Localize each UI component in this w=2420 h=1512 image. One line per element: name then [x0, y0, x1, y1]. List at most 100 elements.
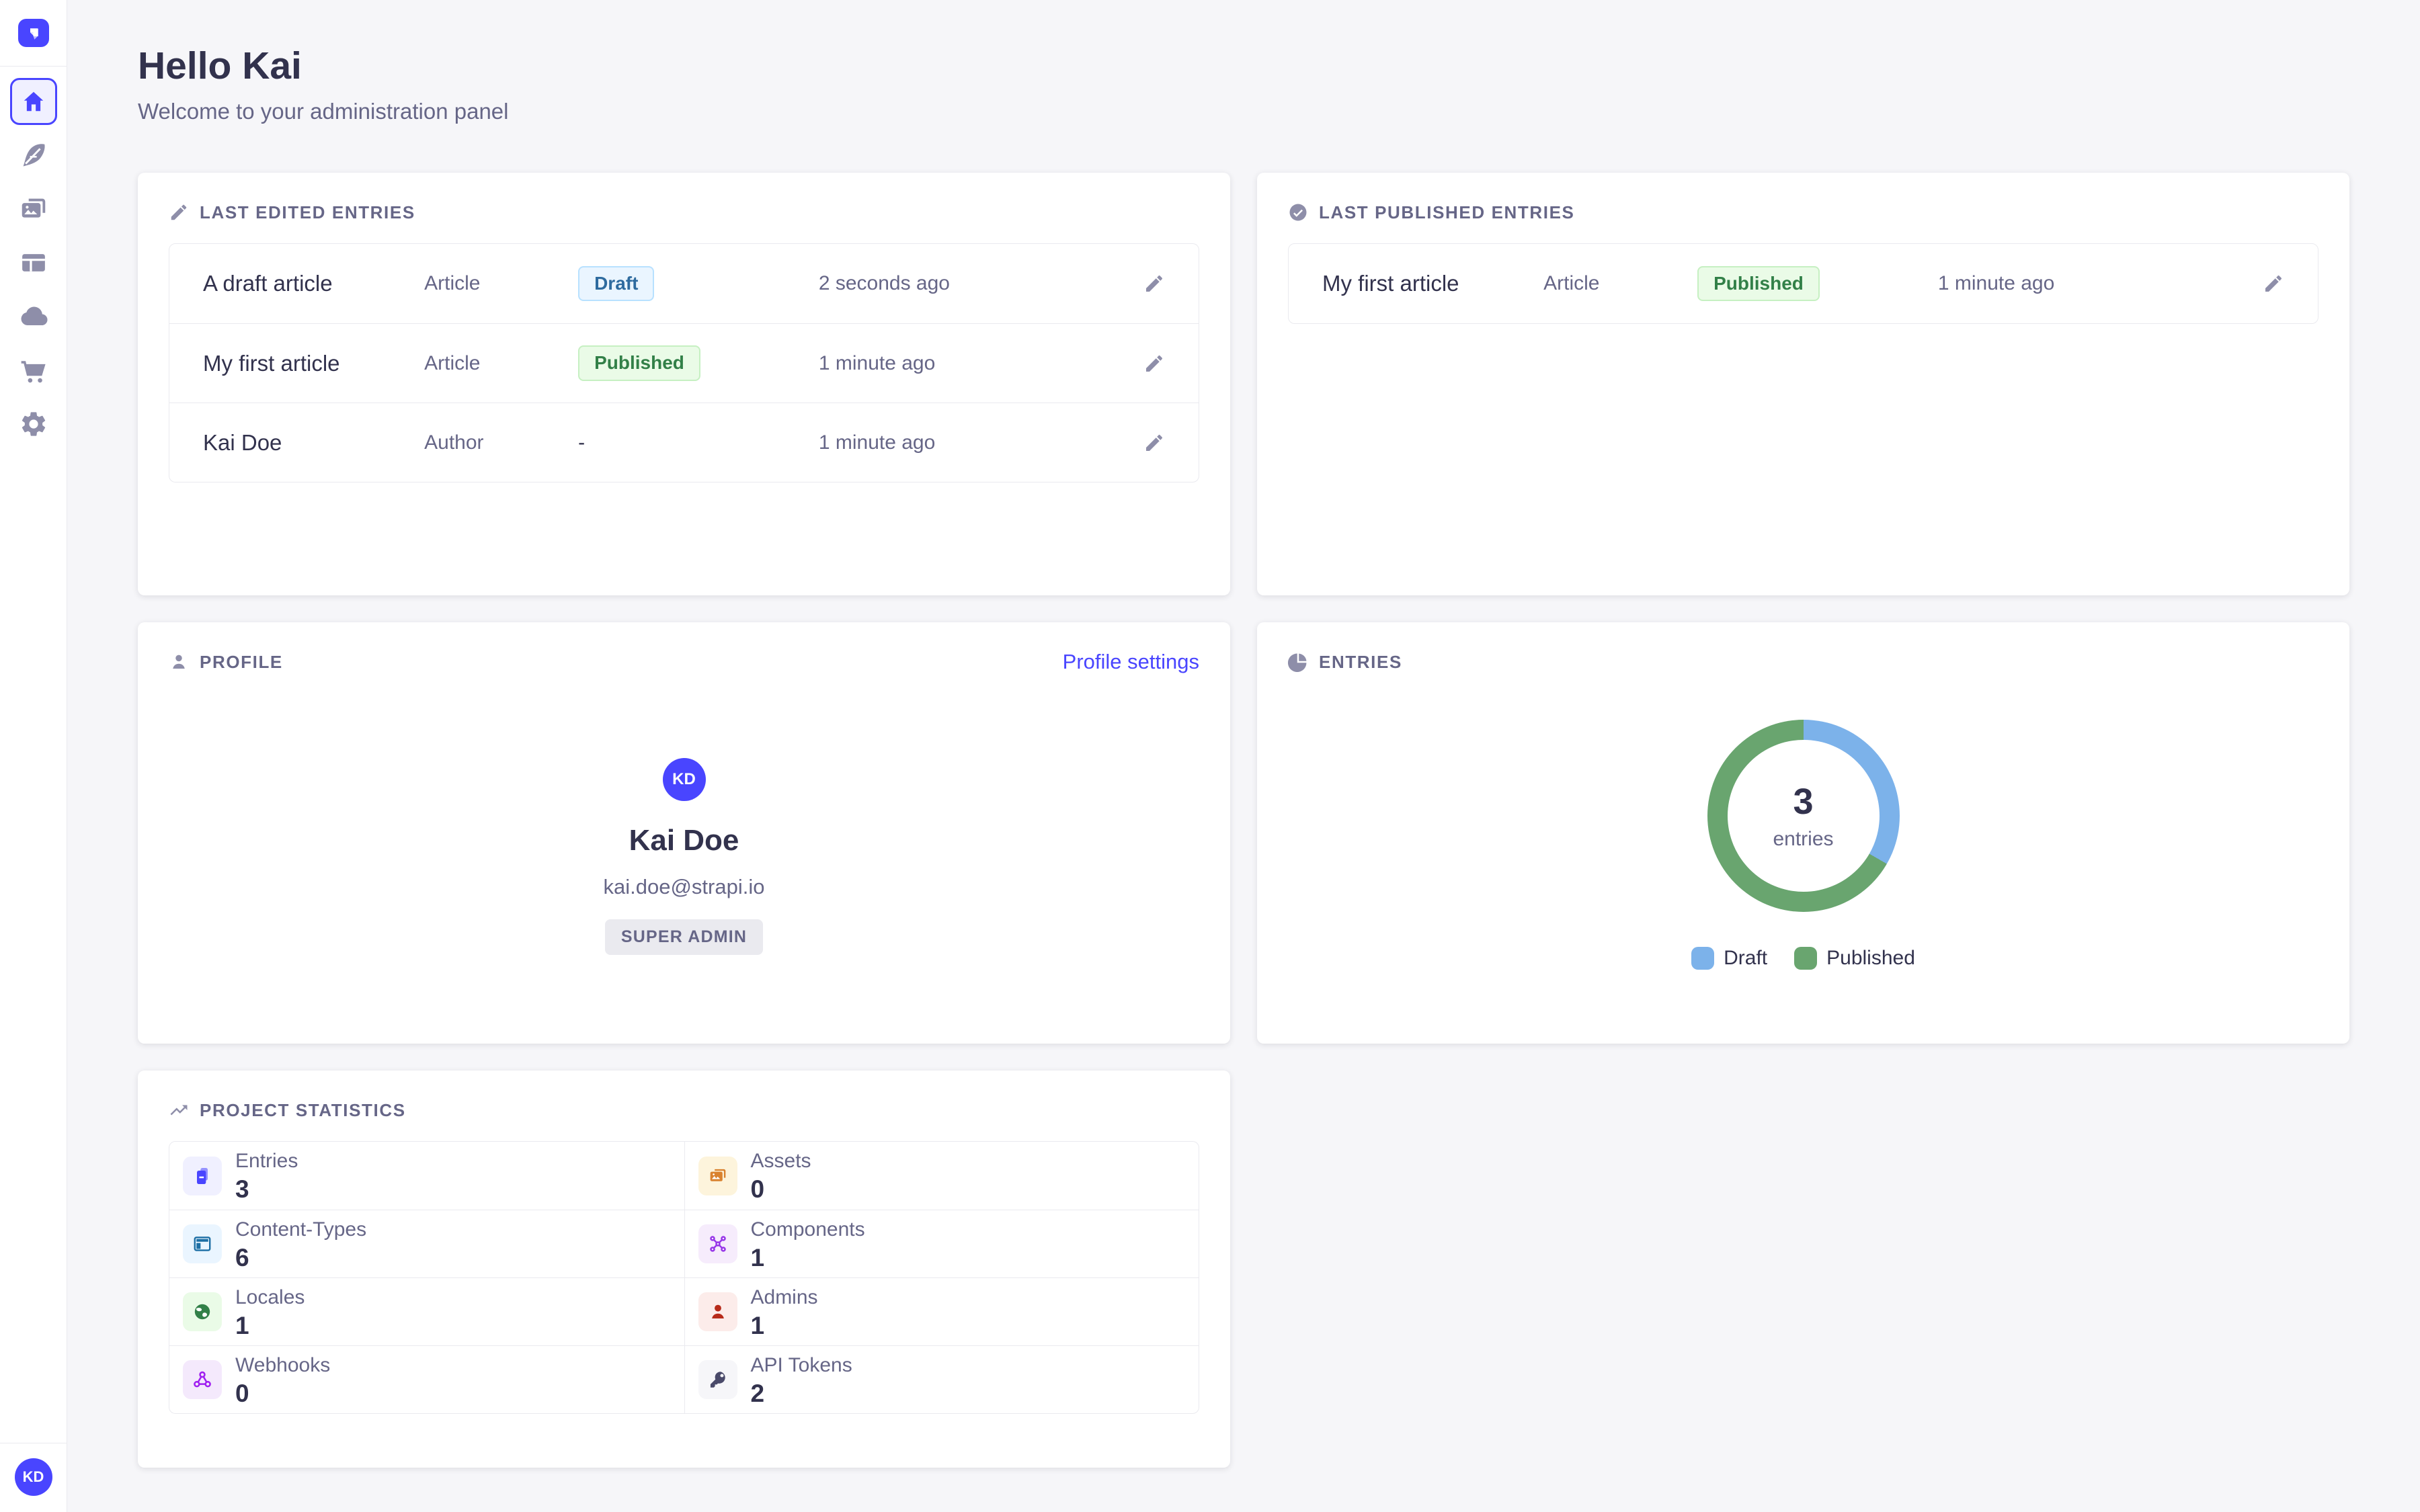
home-icon — [24, 91, 43, 112]
entry-time: 1 minute ago — [818, 351, 936, 374]
globe-icon — [183, 1292, 222, 1331]
cart-icon — [21, 361, 46, 383]
profile-card: PROFILE Profile settings KD Kai Doe kai.… — [138, 622, 1230, 1044]
stats-table: Entries 3 Assets — [169, 1141, 1199, 1414]
entry-type: Article — [424, 351, 481, 374]
stat-webhooks: Webhooks 0 — [169, 1345, 684, 1413]
stat-label: Content-Types — [235, 1218, 367, 1241]
stat-assets: Assets 0 — [684, 1142, 1199, 1210]
stat-value: 1 — [235, 1311, 249, 1339]
legend-item-published: Published — [1794, 947, 1915, 970]
entries-card: ENTRIES 3 entries Draft Publis — [1257, 622, 2349, 1044]
stat-value: 1 — [750, 1243, 765, 1271]
gear-icon — [22, 412, 45, 436]
stat-entries: Entries 3 — [169, 1142, 684, 1210]
entry-name: My first article — [203, 350, 340, 376]
legend-item-draft: Draft — [1691, 947, 1767, 970]
nav-cloud[interactable] — [10, 293, 57, 340]
card-caption: PROJECT STATISTICS — [169, 1099, 1199, 1121]
user-avatar[interactable]: KD — [14, 1458, 52, 1496]
entry-type: Article — [424, 272, 481, 294]
status-badge: Draft — [578, 265, 655, 302]
stat-value: 2 — [750, 1379, 765, 1407]
picture-icon — [698, 1156, 737, 1195]
table-row: A draft article Article Draft 2 seconds … — [169, 244, 1199, 323]
last-published-table: My first article Article Published 1 min… — [1288, 243, 2318, 324]
nav-marketplace[interactable] — [10, 347, 57, 394]
profile-email: kai.doe@strapi.io — [603, 875, 765, 898]
edit-entry-button[interactable] — [1143, 432, 1165, 454]
stat-value: 0 — [750, 1175, 765, 1203]
stat-components: Components 1 — [684, 1210, 1199, 1277]
status-badge: Published — [1697, 265, 1820, 302]
edit-entry-button[interactable] — [2263, 273, 2284, 294]
nav-content-type-builder[interactable] — [10, 239, 57, 286]
status-badge: - — [578, 431, 586, 454]
pencil-icon — [169, 202, 189, 222]
stat-api-tokens: API Tokens 2 — [684, 1345, 1199, 1413]
entry-time: 1 minute ago — [818, 431, 936, 454]
entry-name: Kai Doe — [203, 429, 282, 455]
entries-unit: entries — [1773, 828, 1834, 850]
card-title: PROJECT STATISTICS — [200, 1099, 406, 1120]
entry-type: Author — [424, 431, 484, 454]
chart-legend: Draft Published — [1691, 947, 1915, 970]
sidebar-bottom: KD — [0, 1424, 67, 1512]
stat-content-types: Content-Types 6 — [169, 1210, 684, 1277]
stat-label: Assets — [750, 1150, 811, 1172]
pie-chart-icon — [1288, 652, 1308, 672]
document-icon — [183, 1156, 222, 1195]
pencil-icon — [1146, 275, 1163, 292]
pencil-icon — [2265, 275, 2282, 292]
cloud-icon — [21, 306, 48, 326]
profile-settings-link[interactable]: Profile settings — [1062, 650, 1199, 673]
trending-up-icon — [169, 1100, 189, 1120]
card-caption: LAST PUBLISHED ENTRIES — [1288, 202, 2318, 223]
entry-time: 1 minute ago — [1937, 272, 2055, 294]
stat-value: 3 — [235, 1175, 249, 1203]
dashboard-grid: LAST EDITED ENTRIES A draft article Arti… — [138, 173, 2349, 1468]
profile-body: KD Kai Doe kai.doe@strapi.io SUPER ADMIN — [169, 673, 1199, 955]
card-title: LAST EDITED ENTRIES — [200, 202, 415, 222]
images-icon — [22, 198, 45, 218]
draft-swatch — [1691, 947, 1715, 970]
table-row: My first article Article Published 1 min… — [169, 323, 1199, 403]
edit-entry-button[interactable] — [1143, 273, 1165, 294]
stat-label: Entries — [235, 1150, 298, 1172]
edit-entry-button[interactable] — [1143, 353, 1165, 374]
entry-type: Article — [1543, 272, 1600, 294]
entries-donut-chart: 3 entries — [1707, 720, 1900, 912]
page-subtitle: Welcome to your administration panel — [138, 99, 509, 124]
strapi-logo[interactable] — [17, 19, 49, 47]
layout-icon — [22, 254, 45, 271]
table-row: My first article Article Published 1 min… — [1289, 244, 2318, 323]
status-badge: Published — [578, 345, 700, 381]
project-statistics-card: PROJECT STATISTICS Entries 3 — [138, 1070, 1230, 1468]
nav-home[interactable] — [9, 78, 57, 125]
webhook-icon — [183, 1360, 222, 1399]
entry-time: 2 seconds ago — [818, 272, 950, 294]
sidebar-nav — [9, 78, 57, 448]
stat-value: 0 — [235, 1379, 249, 1407]
card-caption: ENTRIES — [1288, 651, 2318, 673]
nav-settings[interactable] — [10, 401, 57, 448]
stat-label: API Tokens — [750, 1353, 852, 1376]
layout-icon — [183, 1224, 222, 1263]
card-caption: PROFILE Profile settings — [169, 650, 1199, 673]
nav-content-manager[interactable] — [10, 132, 57, 179]
stat-label: Locales — [235, 1286, 305, 1308]
pencil-icon — [1146, 434, 1163, 451]
stat-label: Admins — [750, 1286, 818, 1308]
stat-admins: Admins 1 — [684, 1277, 1199, 1345]
stat-value: 1 — [750, 1311, 765, 1339]
profile-name: Kai Doe — [629, 824, 739, 857]
entries-total: 3 — [1793, 782, 1814, 822]
nodes-icon — [698, 1224, 737, 1263]
nav-media-library[interactable] — [10, 185, 57, 233]
last-edited-entries-card: LAST EDITED ENTRIES A draft article Arti… — [138, 173, 1230, 595]
main-content: Hello Kai Welcome to your administration… — [67, 0, 2420, 1512]
sidebar: KD — [0, 0, 67, 1512]
stat-locales: Locales 1 — [169, 1277, 684, 1345]
entries-body: 3 entries Draft Published — [1288, 673, 2318, 970]
person-icon — [169, 652, 189, 672]
